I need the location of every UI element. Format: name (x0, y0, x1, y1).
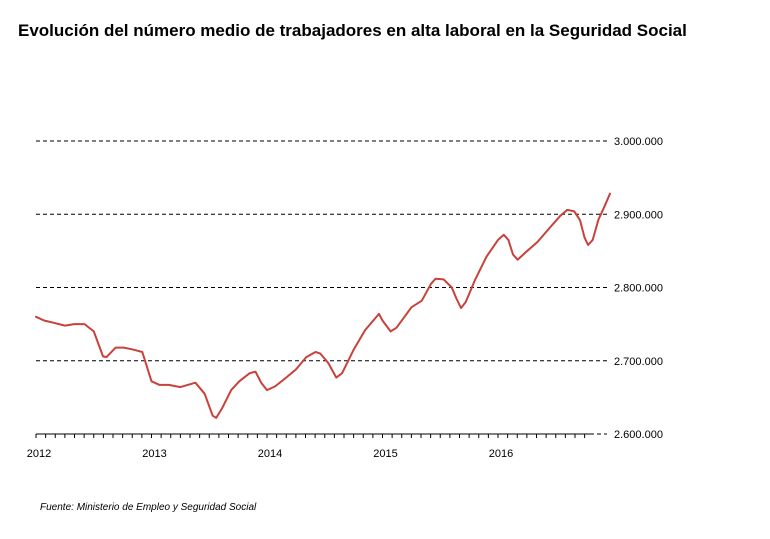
x-tick-label: 2013 (142, 448, 166, 460)
series-layer (35, 192, 611, 419)
y-tick-label: 2.900.000 (614, 209, 663, 221)
source-note: Fuente: Ministerio de Empleo y Seguridad… (40, 502, 257, 513)
chart-title: Evolución del número medio de trabajador… (18, 21, 687, 40)
x-tick-label: 2014 (258, 448, 282, 460)
grid-lines (36, 140, 607, 362)
y-tick-label: 2.800.000 (614, 283, 663, 295)
y-tick-label: 3.000.000 (614, 136, 663, 148)
x-tick-label: 2015 (373, 448, 397, 460)
x-axis (35, 433, 607, 438)
x-tick-label: 2016 (489, 448, 513, 460)
x-axis-tick-labels: 2012 2013 2014 2015 2016 (27, 448, 513, 460)
series-line (35, 192, 611, 419)
y-tick-label: 2.700.000 (614, 356, 663, 368)
y-tick-label: 2.600.000 (614, 429, 663, 441)
x-tick-label: 2012 (27, 448, 51, 460)
y-axis-tick-labels: 3.000.000 2.900.000 2.800.000 2.700.000 2.60… (614, 136, 663, 441)
